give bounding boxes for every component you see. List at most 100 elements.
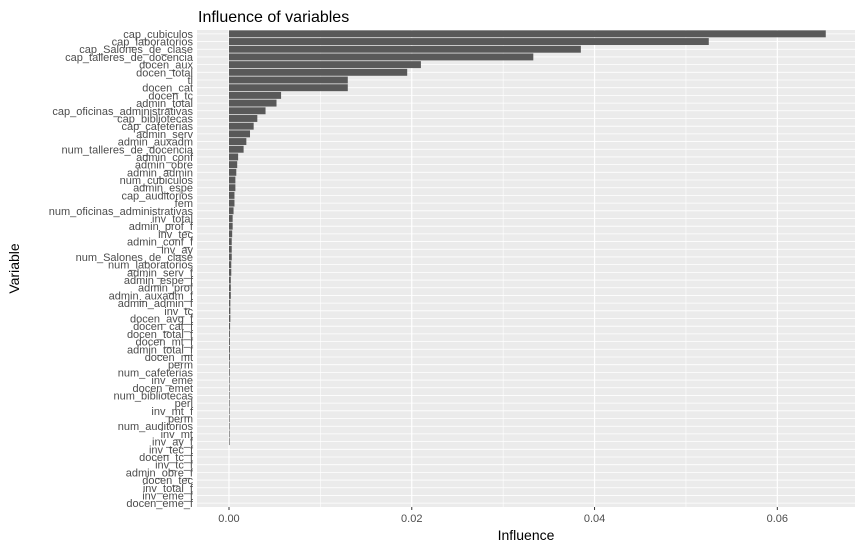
bar xyxy=(228,407,230,415)
category-label: inv_mt xyxy=(161,429,193,441)
category-label: admin_auxadm_f xyxy=(109,290,194,302)
category-label: tl xyxy=(188,75,194,87)
category-label: docen_aux xyxy=(139,60,193,72)
bar xyxy=(228,184,236,192)
bar xyxy=(228,61,421,69)
x-tick-label: 0.02 xyxy=(401,513,422,525)
category-label: admin_conf_f xyxy=(127,237,194,249)
category-label: docen_tc xyxy=(148,90,193,102)
bar xyxy=(228,199,235,207)
plot-panel xyxy=(197,30,855,507)
category-label: fem xyxy=(175,198,193,210)
x-ticks: 0.00 0.02 0.04 0.06 xyxy=(218,507,788,525)
bar xyxy=(228,145,244,153)
category-label: admin_serv xyxy=(136,129,193,141)
x-tick-label: 0.00 xyxy=(218,513,239,525)
bar xyxy=(228,138,247,146)
category-label: inv_tec_f xyxy=(149,444,194,456)
category-label: cap_cubiculos xyxy=(123,29,193,41)
chart-title: Influence of variables xyxy=(198,9,349,26)
bar xyxy=(228,276,231,284)
bar xyxy=(228,368,230,376)
bar xyxy=(228,207,234,215)
category-label: cap_laboratorios xyxy=(112,37,194,49)
category-label: num_Salones_de_clase xyxy=(76,252,193,264)
category-label: docen_eme_f xyxy=(126,498,194,510)
category-label: admin_prof xyxy=(138,283,194,295)
category-label: inv_ay xyxy=(161,244,193,256)
bar xyxy=(228,91,282,99)
bar xyxy=(228,176,236,184)
category-label: cap_bibliotecas xyxy=(117,113,193,125)
bar xyxy=(228,338,230,346)
category-label: perm xyxy=(168,360,193,372)
category-label: admin_espe xyxy=(133,183,193,195)
bar xyxy=(228,307,231,315)
bar xyxy=(228,422,230,430)
bar xyxy=(228,130,251,138)
bar xyxy=(228,115,258,122)
bar xyxy=(228,430,230,438)
bar xyxy=(228,30,826,38)
category-label: inv_ay_f xyxy=(152,437,194,449)
category-label: docen_cat_f xyxy=(133,321,194,333)
category-label: cap_cafeterias xyxy=(121,121,193,133)
category-label: num_cubiculos xyxy=(120,175,194,187)
category-label: num_oficinas_administrativas xyxy=(49,206,194,218)
bar xyxy=(228,361,230,369)
bar xyxy=(228,330,230,338)
x-tick-label: 0.04 xyxy=(584,513,605,525)
category-label: num_talleres_de_docencia xyxy=(62,144,194,156)
category-label: inv_total_f xyxy=(143,483,194,495)
category-label: cap_Salones_de_clase xyxy=(79,44,193,56)
bar xyxy=(228,76,348,84)
bar xyxy=(228,238,232,246)
bar xyxy=(228,376,230,384)
category-label: docen_total xyxy=(136,67,193,79)
category-label: admin_obre_f xyxy=(126,467,194,479)
category-label: docen_total_f xyxy=(127,329,194,341)
bar xyxy=(228,68,408,76)
x-axis-title: Influence xyxy=(498,527,555,543)
category-label: docen_cat xyxy=(142,83,193,95)
category-label: num_laboratorios xyxy=(108,260,193,272)
category-label: cap_oficinas_administrativas xyxy=(52,106,193,118)
category-label: admin_conf xyxy=(136,152,194,164)
category-label: inv_eme xyxy=(151,375,193,387)
bar xyxy=(228,161,238,169)
bar xyxy=(228,168,237,176)
category-label: admin_serv_f xyxy=(127,267,194,279)
category-label: inv_total xyxy=(152,213,193,225)
bar xyxy=(228,245,232,253)
y-axis-title: Variable xyxy=(6,243,22,294)
bar xyxy=(228,315,231,322)
bar xyxy=(228,399,230,407)
category-label: docen_avg_f xyxy=(130,314,194,326)
bar xyxy=(228,84,348,92)
bar xyxy=(228,230,233,238)
category-label: admin_total_f xyxy=(127,344,194,356)
category-label: admin_auxadm xyxy=(118,137,193,149)
category-label: docen_tc_f xyxy=(139,452,194,464)
category-label: perm xyxy=(168,414,193,426)
bar xyxy=(228,253,232,261)
category-label: admin_prof_f xyxy=(129,221,194,233)
bar xyxy=(228,268,232,276)
bars xyxy=(228,30,826,446)
bar xyxy=(228,438,230,446)
category-label: admin_espe_f xyxy=(124,275,194,287)
x-tick-label: 0.06 xyxy=(767,513,788,525)
category-label: cap_auditorios xyxy=(121,190,193,202)
bar xyxy=(228,391,230,399)
bar xyxy=(228,353,230,361)
bar xyxy=(228,291,231,299)
category-label: docen_tec xyxy=(142,475,193,487)
bar xyxy=(228,153,239,161)
bar xyxy=(228,261,232,269)
bar xyxy=(228,322,231,330)
category-label: num_bibliotecas xyxy=(114,390,194,402)
category-label: admin_admin xyxy=(127,167,193,179)
category-label: inv_tc_f xyxy=(155,460,194,472)
bar xyxy=(228,99,277,107)
